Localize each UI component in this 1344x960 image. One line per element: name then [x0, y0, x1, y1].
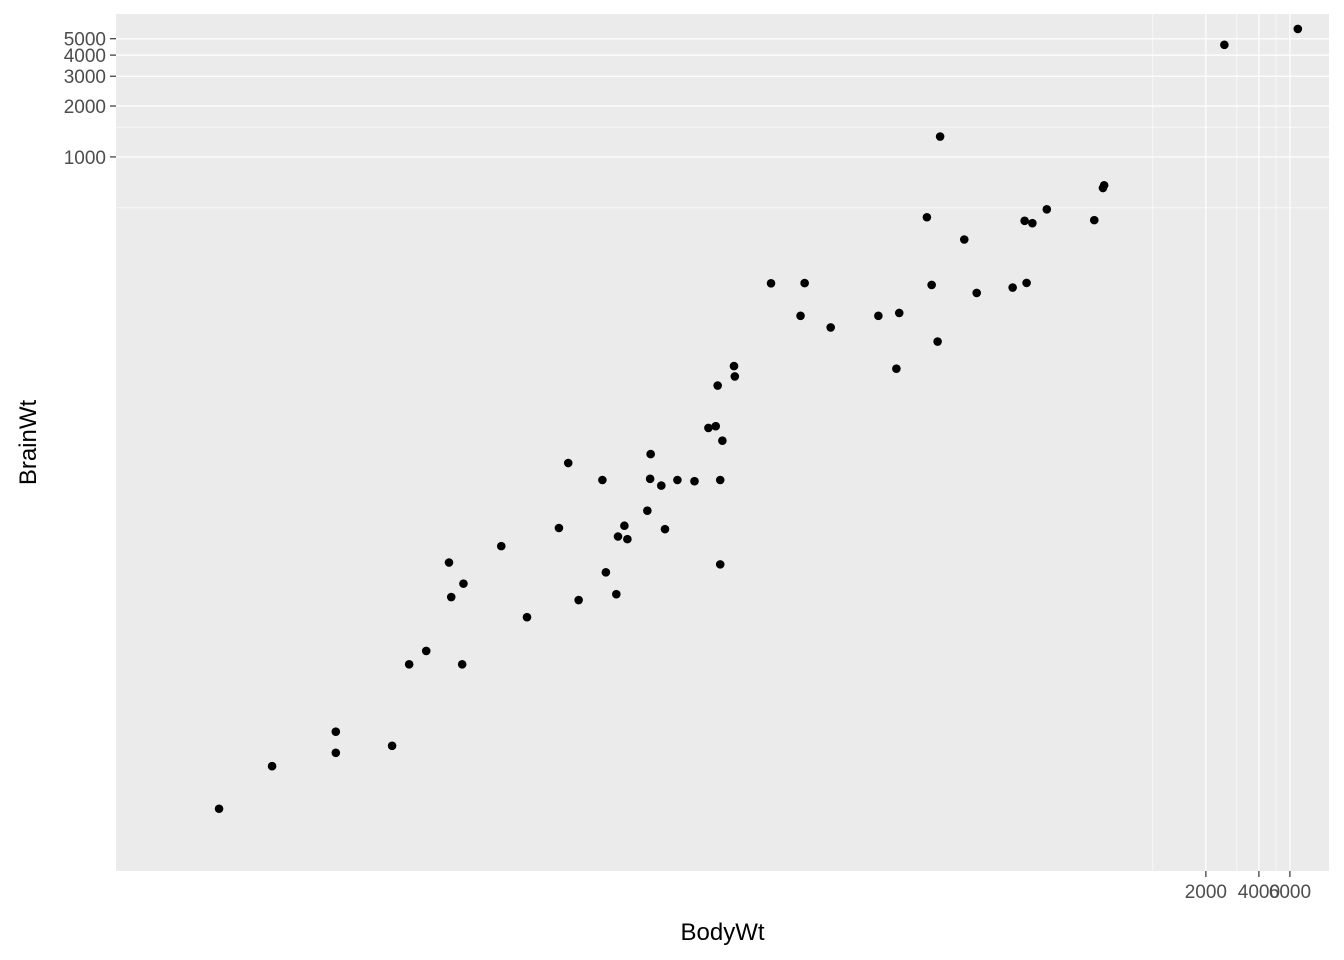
data-point: [623, 534, 632, 544]
data-point: [1020, 216, 1029, 226]
data-point: [718, 436, 727, 446]
data-point: [563, 458, 573, 468]
data-point: [729, 361, 739, 371]
data-point: [874, 311, 883, 321]
y-tick-label: 1000: [64, 148, 106, 169]
data-point: [656, 481, 666, 490]
data-point: [574, 595, 583, 605]
data-point: [214, 804, 224, 814]
data-point: [643, 506, 652, 515]
y-tick-label: 4000: [64, 46, 106, 67]
data-point: [1220, 40, 1229, 50]
data-point: [959, 235, 969, 244]
data-point: [972, 288, 981, 298]
data-point: [620, 521, 629, 531]
data-point: [459, 579, 468, 588]
x-axis-title: BodyWt: [680, 919, 764, 946]
data-point: [800, 278, 809, 288]
data-point: [796, 311, 805, 321]
data-point: [612, 589, 621, 599]
data-point: [404, 660, 414, 669]
data-point: [554, 523, 564, 533]
data-point: [922, 212, 932, 222]
data-point: [730, 372, 740, 381]
data-point: [1042, 205, 1052, 214]
data-point: [1098, 183, 1108, 193]
data-point: [646, 449, 655, 459]
data-point: [421, 646, 431, 656]
data-point: [673, 475, 682, 485]
y-tick-label: 3000: [64, 67, 106, 88]
data-point: [522, 612, 532, 622]
data-point: [601, 568, 611, 577]
data-point: [1022, 278, 1031, 288]
data-point: [715, 475, 725, 485]
data-point: [704, 423, 713, 433]
data-point: [660, 524, 670, 534]
x-tick-label: 6000: [1269, 882, 1311, 903]
data-point: [1293, 24, 1303, 34]
grid-lines: [116, 14, 1329, 871]
data-point: [645, 474, 655, 484]
data-point: [826, 323, 835, 332]
data-point: [927, 280, 936, 290]
data-point: [267, 761, 277, 771]
data-point: [598, 475, 607, 485]
data-point: [690, 476, 699, 486]
data-point: [446, 592, 456, 602]
data-point: [387, 741, 397, 751]
data-point: [331, 748, 341, 758]
x-tick-label: 2000: [1185, 882, 1227, 903]
data-point: [457, 660, 467, 669]
data-point: [713, 381, 722, 390]
data-point: [933, 337, 942, 346]
data-point: [331, 727, 341, 736]
data-point: [1028, 218, 1037, 228]
data-points: [214, 24, 1303, 814]
data-point: [444, 558, 454, 567]
data-point: [1089, 215, 1099, 225]
data-point: [715, 560, 725, 569]
data-point: [892, 364, 901, 373]
data-point: [496, 541, 506, 551]
data-point: [894, 308, 904, 318]
data-point: [711, 421, 721, 431]
data-point: [613, 532, 623, 541]
y-axis-title: BrainWt: [15, 400, 42, 486]
data-point: [935, 132, 945, 141]
y-tick-label: 5000: [64, 30, 106, 51]
data-point: [1008, 283, 1017, 292]
y-tick-label: 2000: [64, 97, 106, 118]
x-tick-label: 4000: [1238, 882, 1280, 903]
data-point: [766, 279, 776, 288]
